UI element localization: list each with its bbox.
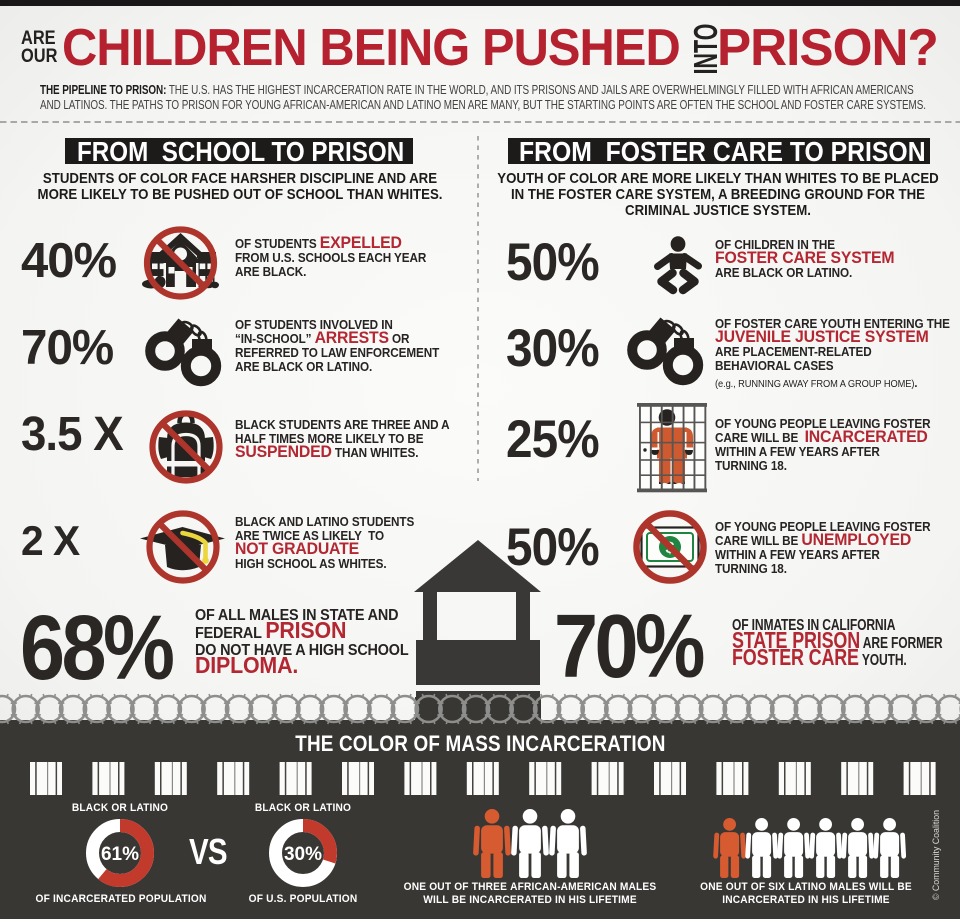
- svg-text:61%: 61%: [101, 844, 139, 865]
- svg-text:30%: 30%: [284, 844, 322, 865]
